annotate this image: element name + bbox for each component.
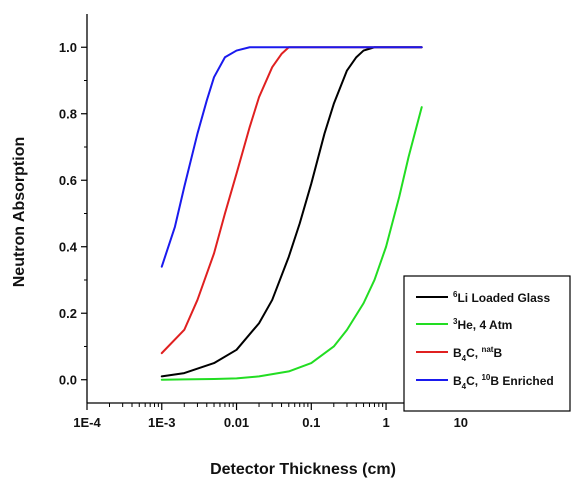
- legend-label-3: B4C, 10B Enriched: [453, 373, 554, 391]
- x-tick-label: 1E-4: [73, 415, 101, 430]
- series-line-1: [160, 106, 423, 381]
- legend-label-0: 6Li Loaded Glass: [453, 290, 550, 305]
- x-tick-label: 0.01: [224, 415, 249, 430]
- y-tick-label: 0.0: [59, 373, 77, 388]
- series-lines: [160, 46, 423, 381]
- y-tick-label: 0.2: [59, 306, 77, 321]
- ticks: 0.0 0.2 0.4 0.6 0.8 1.0 1E-4 1E-3 0.01 0.1 1 10: [59, 40, 520, 430]
- legend: 6Li Loaded Glass 3He, 4 Atm B4C, natB B4C, …: [403, 275, 571, 412]
- series-line-3: [160, 46, 423, 268]
- legend-label-1: 3He, 4 Atm: [453, 317, 512, 332]
- x-tick-label: 1E-3: [148, 415, 175, 430]
- legend-box: [403, 275, 571, 412]
- x-tick-label: 10: [454, 415, 468, 430]
- y-tick-label: 0.4: [59, 240, 78, 255]
- y-tick-label: 1.0: [59, 40, 77, 55]
- x-tick-label: 0.1: [302, 415, 320, 430]
- legend-label-2: B4C, natB: [453, 345, 502, 363]
- series-line-2: [160, 46, 423, 355]
- y-tick-label: 0.6: [59, 173, 77, 188]
- x-axis-label: Detector Thickness (cm): [210, 461, 396, 478]
- y-axis-label: Neutron Absorption: [11, 137, 28, 288]
- x-tick-label: 1: [382, 415, 389, 430]
- series-line-0: [160, 46, 423, 378]
- y-tick-label: 0.8: [59, 107, 77, 122]
